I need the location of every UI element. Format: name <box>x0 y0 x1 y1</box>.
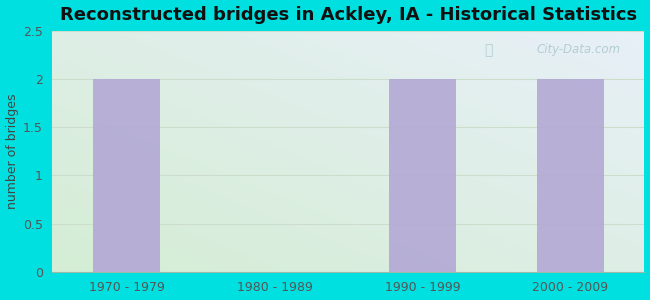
Bar <box>389 79 456 272</box>
Y-axis label: number of bridges: number of bridges <box>6 93 19 209</box>
Text: City-Data.com: City-Data.com <box>537 43 621 56</box>
Bar <box>537 79 604 272</box>
Title: Reconstructed bridges in Ackley, IA - Historical Statistics: Reconstructed bridges in Ackley, IA - Hi… <box>60 6 637 24</box>
Text: ⓙ: ⓙ <box>485 43 493 57</box>
Bar <box>93 79 160 272</box>
